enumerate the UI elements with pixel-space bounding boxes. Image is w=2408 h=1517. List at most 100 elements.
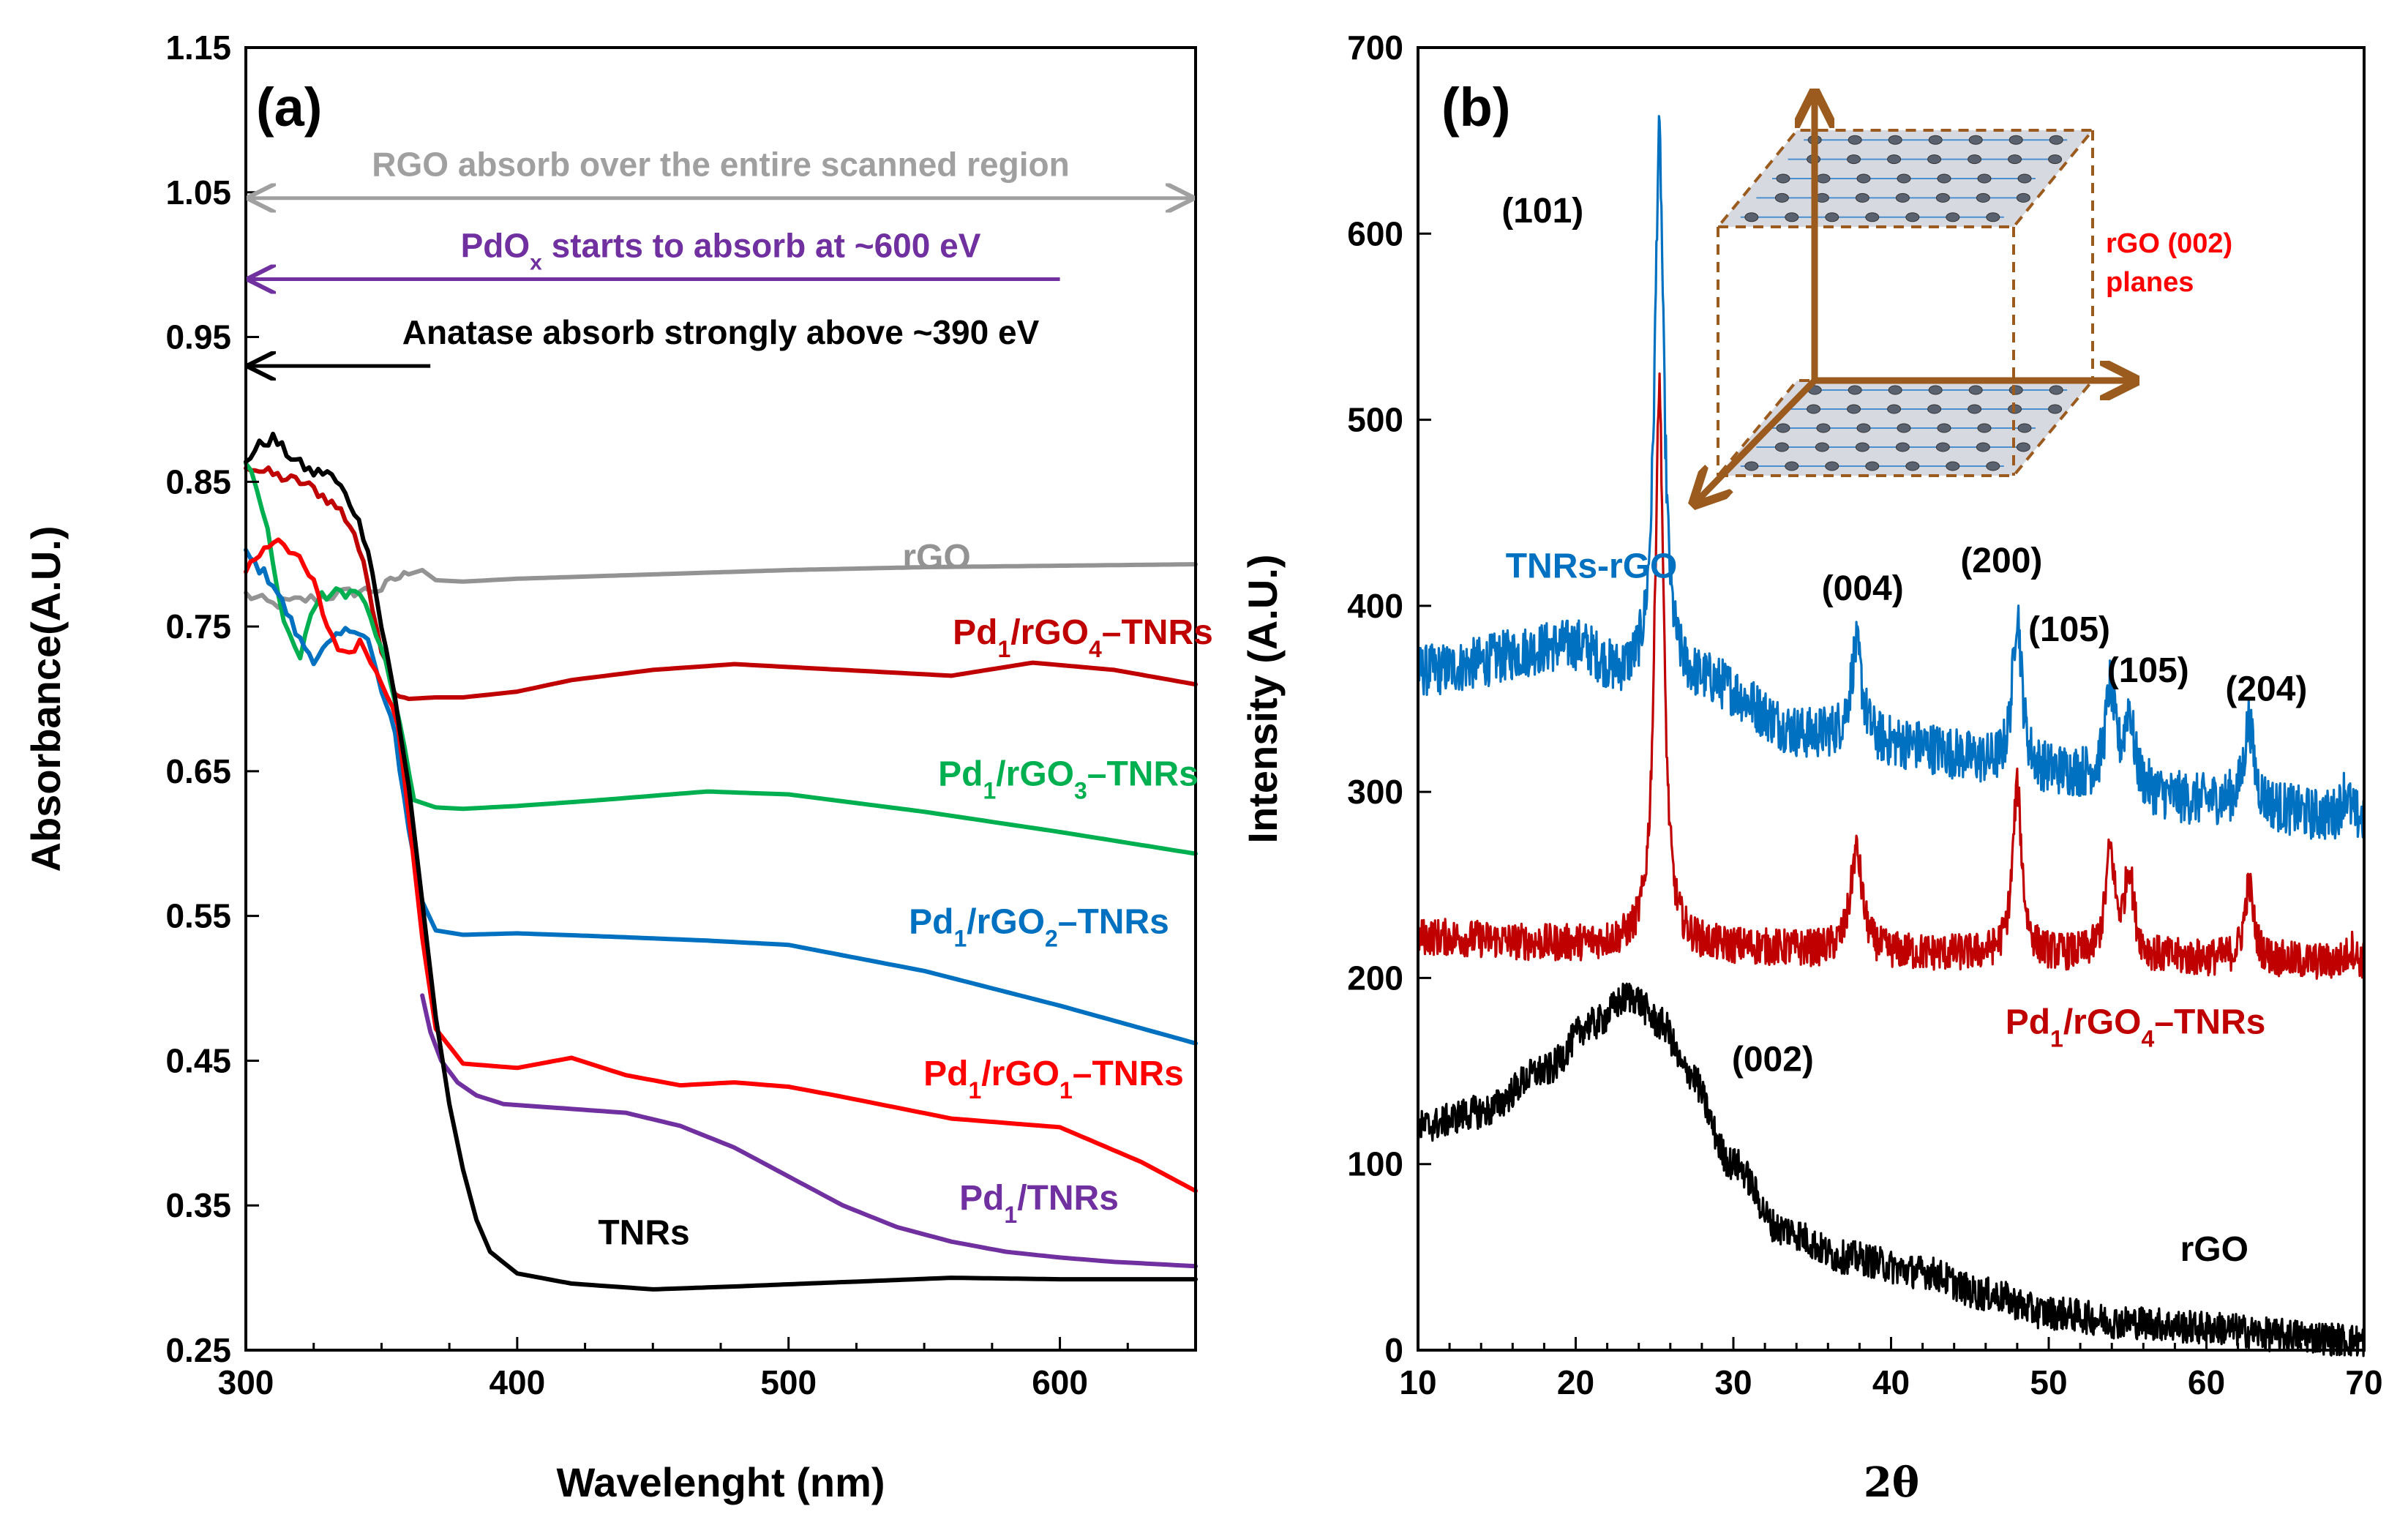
inset-label-line2: planes bbox=[2106, 267, 2194, 298]
carbon-atom bbox=[1807, 404, 1821, 414]
carbon-atom bbox=[1776, 173, 1790, 184]
carbon-atom bbox=[1816, 173, 1831, 184]
carbon-atom bbox=[1825, 212, 1839, 222]
a-ytick-label-0: 0.25 bbox=[165, 1331, 231, 1369]
carbon-atom bbox=[1928, 385, 1943, 395]
b-xtick-label-3: 40 bbox=[1872, 1363, 1910, 1401]
panel-a-curves bbox=[244, 431, 1198, 1292]
y-axis-arrow bbox=[1696, 378, 1818, 502]
panel-b: 0 100 200 300 400 500 600 700 10 20 30 40 50 60 70 (b)… bbox=[1239, 29, 2383, 1507]
carbon-atom bbox=[1968, 385, 1983, 395]
a-series-label-pd1-rgo1-tnrs: Pd1/rGO1–TNRs bbox=[923, 1055, 1184, 1104]
a-series-label-rgo: rGO bbox=[902, 538, 970, 577]
a-annotation-text-1: PdOx starts to absorb at ~600 eV bbox=[461, 226, 981, 274]
atom-lattice bbox=[1740, 135, 2068, 471]
b-peak-label-1: (004) bbox=[1822, 569, 1904, 608]
b-xtick-label-1: 20 bbox=[1557, 1363, 1594, 1401]
b-peak-label-0: (101) bbox=[1501, 192, 1583, 231]
b-ytick-label-1: 100 bbox=[1347, 1145, 1403, 1183]
b-xtick-label-4: 50 bbox=[2030, 1363, 2067, 1401]
b-xtick-label-5: 60 bbox=[2188, 1363, 2225, 1401]
b-peak-label-5: (204) bbox=[2225, 670, 2307, 709]
panel-b-curves bbox=[1417, 115, 2366, 1357]
a-ytick-label-5: 0.75 bbox=[165, 607, 231, 645]
carbon-atom bbox=[1895, 442, 1910, 452]
carbon-atom bbox=[1847, 404, 1861, 414]
b-series-label-tnrs-rgo: TNRs-rGO bbox=[1506, 547, 1678, 586]
a-xtick-label-2: 500 bbox=[760, 1363, 817, 1401]
carbon-atom bbox=[1935, 192, 1950, 203]
a-ytick-label-3: 0.55 bbox=[165, 897, 231, 935]
carbon-atom bbox=[1848, 385, 1862, 395]
b-ytick-label-6: 600 bbox=[1347, 214, 1403, 252]
panel-b-label: (b) bbox=[1441, 77, 1511, 138]
carbon-atom bbox=[1977, 423, 1992, 433]
carbon-atom bbox=[2017, 423, 2032, 433]
carbon-atom bbox=[1785, 461, 1799, 471]
a-series-label-pd1-rgo3-tnrs: Pd1/rGO3–TNRs bbox=[938, 755, 1199, 804]
a-xtick-label-3: 600 bbox=[1032, 1363, 1088, 1401]
a-series-label-pd1-rgo2-tnrs: Pd1/rGO2–TNRs bbox=[909, 902, 1169, 951]
carbon-atom bbox=[1976, 442, 1990, 452]
a-ytick-label-6: 0.85 bbox=[165, 462, 231, 501]
b-peak-label-4: (105) bbox=[2107, 651, 2189, 690]
a-curve-pd1-tnrs bbox=[420, 993, 1198, 1269]
carbon-atom bbox=[1847, 154, 1861, 165]
panel-a-series-labels: rGO Pd1/rGO4–TNRs Pd1/rGO3–TNRs Pd1/rGO2–TN… bbox=[598, 538, 1213, 1253]
panel-b-ticks: 0 100 200 300 400 500 600 700 10 20 30 40 50 60 70 bbox=[1347, 29, 2382, 1401]
carbon-atom bbox=[1744, 212, 1759, 222]
a-annotation-text-2: Anatase absorb strongly above ~390 eV bbox=[402, 313, 1040, 351]
carbon-atom bbox=[1865, 212, 1880, 222]
a-ytick-label-7: 0.95 bbox=[165, 318, 231, 356]
carbon-atom bbox=[1905, 461, 1920, 471]
a-curve-rgo bbox=[244, 562, 1198, 610]
a-ytick-label-2: 0.45 bbox=[165, 1041, 231, 1079]
panel-a-frame bbox=[244, 46, 1197, 1352]
carbon-atom bbox=[1927, 154, 1942, 165]
carbon-atom bbox=[1897, 423, 1911, 433]
a-ytick-label-4: 0.65 bbox=[165, 752, 231, 790]
carbon-atom bbox=[1977, 173, 1992, 184]
carbon-atom bbox=[1897, 173, 1911, 184]
carbon-atom bbox=[1887, 404, 1902, 414]
a-series-label-pd1-rgo4-tnrs: Pd1/rGO4–TNRs bbox=[953, 613, 1213, 662]
carbon-atom bbox=[1774, 192, 1789, 203]
b-curve-tnrs-rgo bbox=[1417, 115, 2366, 840]
b-peak-label-3: (105) bbox=[2028, 610, 2110, 649]
carbon-atom bbox=[1968, 135, 1983, 145]
carbon-atom bbox=[1905, 212, 1920, 222]
carbon-atom bbox=[1785, 212, 1799, 222]
carbon-atom bbox=[2048, 154, 2063, 165]
carbon-atom bbox=[2008, 135, 2023, 145]
carbon-atom bbox=[2016, 192, 2030, 203]
carbon-atom bbox=[2049, 385, 2063, 395]
carbon-atom bbox=[1937, 423, 1951, 433]
b-ytick-label-7: 700 bbox=[1347, 29, 1403, 67]
carbon-atom bbox=[1946, 212, 1960, 222]
panel-b-ylabel: Intensity (A.U.) bbox=[1239, 554, 1286, 843]
carbon-atom bbox=[1946, 461, 1960, 471]
b-ytick-label-5: 500 bbox=[1347, 401, 1403, 439]
carbon-atom bbox=[1935, 442, 1950, 452]
b-xtick-label-2: 30 bbox=[1714, 1363, 1752, 1401]
a-curve-pd1-rgo2-tnrs bbox=[244, 547, 1198, 1046]
b-ytick-label-2: 200 bbox=[1347, 959, 1403, 997]
carbon-atom bbox=[1776, 423, 1790, 433]
panel-a-ticks: 0.25 0.35 0.45 0.55 0.65 0.75 0.85 0.95 1.05 1.15… bbox=[165, 29, 1197, 1401]
b-xtick-label-6: 70 bbox=[2345, 1363, 2382, 1401]
carbon-atom bbox=[1895, 192, 1910, 203]
carbon-atom bbox=[2049, 135, 2063, 145]
carbon-atom bbox=[1744, 461, 1759, 471]
panel-a-annotations: RGO absorb over the entire scanned regio… bbox=[250, 146, 1191, 366]
carbon-atom bbox=[1937, 173, 1951, 184]
panel-b-series-labels: TNRs-rGO Pd1/rGO4–TNRs rGO bbox=[1506, 547, 2266, 1269]
a-ytick-label-9: 1.15 bbox=[165, 29, 231, 67]
a-annotation-text-0: RGO absorb over the entire scanned regio… bbox=[372, 146, 1069, 184]
panel-b-xlabel: 2θ bbox=[1864, 1458, 1919, 1507]
rgo-planes-inset: rGO (002) planes bbox=[1696, 95, 2232, 502]
carbon-atom bbox=[1865, 461, 1880, 471]
carbon-atom bbox=[1855, 442, 1869, 452]
carbon-atom bbox=[1986, 212, 2000, 222]
carbon-atom bbox=[1976, 192, 1990, 203]
